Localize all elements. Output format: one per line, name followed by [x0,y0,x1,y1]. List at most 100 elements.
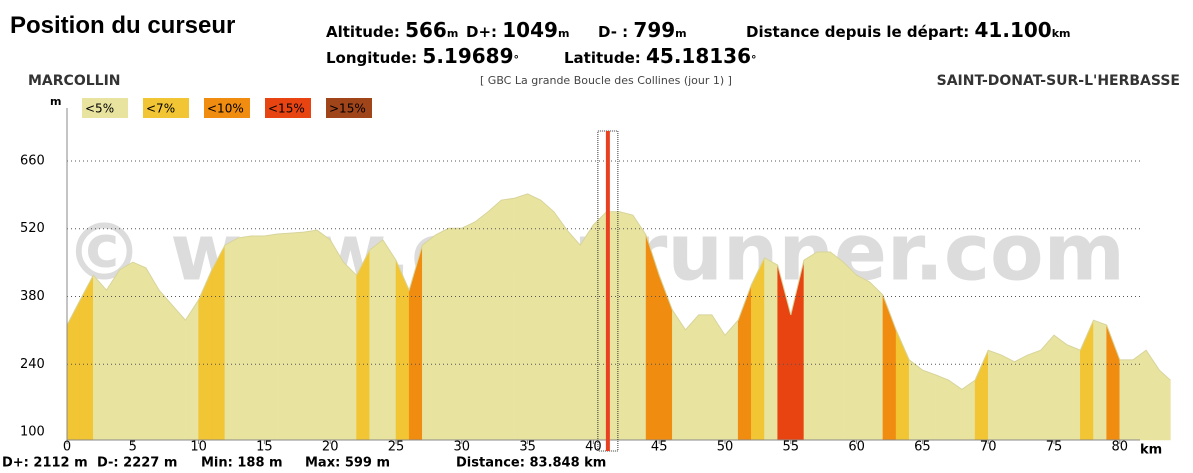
field: D+: 1049m [466,18,569,42]
field: Latitude: 45.18136° [564,44,757,68]
slope-segment [935,374,949,441]
slope-segment [764,257,778,441]
profile-line [66,193,1171,391]
x-tick-label: 45 [651,440,668,455]
slope-segment [1132,349,1147,441]
slope-segment [395,260,410,441]
slope-segment [579,224,594,441]
slope-segment [1053,334,1068,441]
slope-segment [869,281,884,441]
x-tick-label: 40 [585,440,602,455]
x-tick-label: 30 [454,440,471,455]
route-title: [ GBC La grande Boucle des Collines (jou… [480,74,732,87]
slope-segment [816,251,831,441]
slope-segment [593,211,607,441]
slope-segment [158,289,173,441]
slope-segment [856,274,871,441]
field-label: Altitude: [326,23,400,41]
slope-segment [895,329,910,441]
x-tick-label: 65 [914,440,931,455]
legend-swatch [82,98,128,118]
slope-segment [290,231,305,441]
slope-segment [658,275,673,441]
field-value: 799 [633,18,676,42]
field-value: 5.19689 [422,44,514,68]
slope-segment [382,239,397,441]
field-label: Longitude: [326,49,418,67]
slope-segment [830,251,844,441]
x-tick-label: 75 [1046,440,1063,455]
field: Longitude: 5.19689° [326,44,519,68]
slope-segment [974,350,989,441]
slope-segment [132,261,147,441]
slope-segment [474,211,489,441]
field-label: Latitude: [564,49,641,67]
slope-segment [672,309,686,441]
slope-segment [711,314,726,441]
field-unit: ° [751,53,757,66]
slope-segment [1066,344,1081,441]
legend-label: <5% [85,102,114,116]
x-tick-label: 80 [1112,440,1129,455]
footer-stat: Max: 599 m [305,456,390,471]
field-value: 41.100 [974,18,1052,42]
slope-segment [1040,334,1055,441]
slope-segment [461,221,476,441]
field-value: 566 [405,18,447,42]
start-label: MARCOLLIN [28,73,121,89]
slope-segment [987,349,1002,441]
slope-segment [329,238,344,441]
y-axis-label: m [50,95,61,108]
slope-segment [566,229,581,441]
slope-segment [343,261,357,441]
legend-label: <15% [268,102,305,116]
x-tick-label: 70 [980,440,997,455]
slope-segment [435,227,449,441]
slope-segment [501,197,515,441]
footer-stat: Min: 188 m [201,456,283,471]
x-tick-label: 25 [388,440,405,455]
field-value: 1049 [502,18,558,42]
field: D- : 799m [598,18,687,42]
title: Position du curseur [10,12,236,39]
slope-segment [422,234,436,441]
slope-segment [448,228,463,441]
slope-segment [1093,319,1107,441]
slope-segment [751,257,765,441]
y-tick-label: 240 [20,357,45,372]
slope-segment [553,211,568,441]
footer-stat: D-: 2227 m [97,456,177,471]
slope-segment [119,261,134,441]
field-unit: m [557,27,570,40]
slope-segment [237,235,252,441]
x-tick-label: 50 [717,440,734,455]
slope-segment [882,294,897,441]
slope-segment [172,304,186,441]
footer-stat: D+: 2112 m [2,456,88,471]
slope-segment [1001,354,1015,441]
field-label: D+: [466,23,498,41]
slope-segment [803,251,818,441]
legend-swatch [143,98,189,118]
slope-segment [922,369,936,441]
legend-swatch [265,98,311,118]
slope-segment [1159,369,1171,441]
legend-label: >15% [329,102,366,116]
footer-stat: Distance: 83.848 km [456,456,606,471]
slope-segment [961,379,976,441]
cursor-line [605,131,610,451]
slope-segment [1119,359,1134,441]
field: Distance depuis le départ: 41.100km [746,18,1070,42]
legend-swatch [326,98,372,118]
x-tick-label: 5 [129,440,137,455]
slope-segment [106,269,120,441]
y-tick-label: 520 [20,221,45,236]
slope-segment [527,193,542,441]
slope-segment [1145,349,1160,441]
slope-segment [145,267,160,441]
slope-segment [1027,349,1042,441]
slope-segment [1014,354,1028,441]
x-tick-label: 10 [190,440,207,455]
legend-swatch [204,98,250,118]
